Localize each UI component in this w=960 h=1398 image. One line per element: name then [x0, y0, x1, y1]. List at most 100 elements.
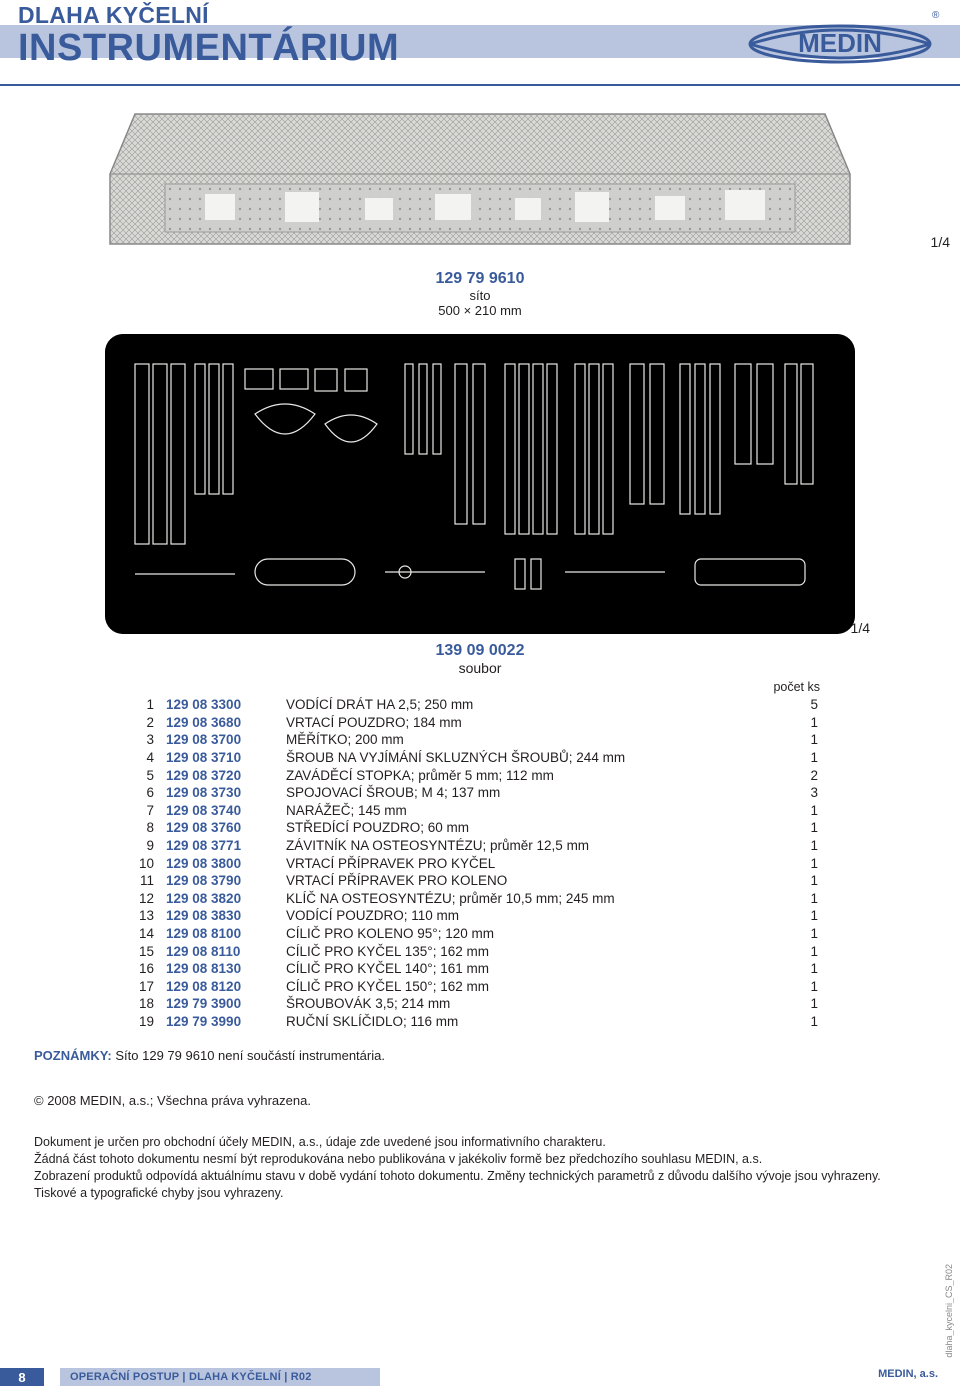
brand-logo: MEDIN ®	[740, 6, 940, 79]
set-label: soubor	[30, 660, 930, 676]
svg-text:®: ®	[932, 10, 940, 21]
page-body: 1/4 129 79 9610 síto 500 × 210 mm	[0, 86, 960, 1202]
table-row: 18129 79 3900ŠROUBOVÁK 3,5; 214 mm1	[130, 995, 830, 1013]
svg-text:MEDIN: MEDIN	[798, 28, 882, 58]
footer-breadcrumb: OPERAČNÍ POSTUP | DLAHA KYČELNÍ | R02	[60, 1368, 380, 1386]
title-line1: DLAHA KYČELNÍ	[18, 2, 399, 29]
row-index: 17	[130, 978, 160, 996]
header-titles: DLAHA KYČELNÍ INSTRUMENTÁRIUM	[18, 2, 399, 70]
row-code: 129 79 3990	[160, 1013, 280, 1031]
row-code: 129 08 3680	[160, 714, 280, 732]
row-desc: ZÁVITNÍK NA OSTEOSYNTÉZU; průměr 12,5 mm	[280, 837, 790, 855]
row-code: 129 08 3800	[160, 854, 280, 872]
row-index: 9	[130, 837, 160, 855]
row-index: 16	[130, 960, 160, 978]
legal-line: Dokument je určen pro obchodní účely MED…	[34, 1134, 926, 1151]
row-index: 1	[130, 696, 160, 714]
row-qty: 1	[790, 1013, 830, 1031]
copyright: © 2008 MEDIN, a.s.; Všechna práva vyhraz…	[30, 1093, 930, 1108]
row-desc: NARÁŽEČ; 145 mm	[280, 802, 790, 820]
table-row: 4129 08 3710ŠROUB NA VYJÍMÁNÍ SKLUZNÝCH …	[130, 749, 830, 767]
row-qty: 1	[790, 837, 830, 855]
table-row: 19129 79 3990RUČNÍ SKLÍČIDLO; 116 mm1	[130, 1013, 830, 1031]
row-qty: 1	[790, 714, 830, 732]
row-index: 12	[130, 890, 160, 908]
row-index: 15	[130, 942, 160, 960]
tray-caption: 129 79 9610 síto 500 × 210 mm	[30, 270, 930, 318]
row-index: 11	[130, 872, 160, 890]
row-qty: 5	[790, 696, 830, 714]
row-qty: 1	[790, 978, 830, 996]
row-qty: 1	[790, 731, 830, 749]
row-index: 18	[130, 995, 160, 1013]
table-row: 3129 08 3700MĚŘÍTKO; 200 mm1	[130, 731, 830, 749]
row-desc: CÍLIČ PRO KOLENO 95°; 120 mm	[280, 925, 790, 943]
parts-table: počet ks 1129 08 3300VODÍCÍ DRÁT HA 2,5;…	[130, 680, 830, 1030]
row-code: 129 08 3730	[160, 784, 280, 802]
row-index: 3	[130, 731, 160, 749]
table-row: 13129 08 3830VODÍCÍ POUZDRO; 110 mm1	[130, 907, 830, 925]
legal-line: Zobrazení produktů odpovídá aktuálnímu s…	[34, 1168, 926, 1185]
row-qty: 1	[790, 819, 830, 837]
table-row: 15129 08 8110CÍLIČ PRO KYČEL 135°; 162 m…	[130, 942, 830, 960]
row-qty: 2	[790, 766, 830, 784]
table-row: 11129 08 3790VRTACÍ PŘÍPRAVEK PRO KOLENO…	[130, 872, 830, 890]
row-index: 4	[130, 749, 160, 767]
row-index: 14	[130, 925, 160, 943]
row-index: 8	[130, 819, 160, 837]
row-desc: SPOJOVACÍ ŠROUB; M 4; 137 mm	[280, 784, 790, 802]
table-row: 12129 08 3820KLÍČ NA OSTEOSYNTÉZU; průmě…	[130, 890, 830, 908]
instrument-layout	[105, 334, 855, 634]
set-code: 139 09 0022	[30, 642, 930, 660]
row-code: 129 79 3900	[160, 995, 280, 1013]
row-code: 129 08 8100	[160, 925, 280, 943]
page-header: DLAHA KYČELNÍ INSTRUMENTÁRIUM MEDIN ®	[0, 0, 960, 86]
row-qty: 1	[790, 960, 830, 978]
row-code: 129 08 3740	[160, 802, 280, 820]
row-code: 129 08 3300	[160, 696, 280, 714]
row-index: 19	[130, 1013, 160, 1031]
table-row: 6129 08 3730SPOJOVACÍ ŠROUB; M 4; 137 mm…	[130, 784, 830, 802]
row-qty: 1	[790, 802, 830, 820]
footer-company: MEDIN, a.s.	[878, 1368, 938, 1380]
row-desc: CÍLIČ PRO KYČEL 135°; 162 mm	[280, 942, 790, 960]
notes-text: Síto 129 79 9610 není součástí instrumen…	[115, 1048, 385, 1063]
layout-scale: 1/4	[851, 620, 870, 636]
page-footer: 8 OPERAČNÍ POSTUP | DLAHA KYČELNÍ | R02 …	[0, 1368, 960, 1388]
row-desc: CÍLIČ PRO KYČEL 150°; 162 mm	[280, 978, 790, 996]
row-desc: KLÍČ NA OSTEOSYNTÉZU; průměr 10,5 mm; 24…	[280, 890, 790, 908]
row-desc: RUČNÍ SKLÍČIDLO; 116 mm	[280, 1013, 790, 1031]
tray-scale: 1/4	[931, 234, 950, 250]
tray-dims: 500 × 210 mm	[30, 303, 930, 318]
table-row: 7129 08 3740NARÁŽEČ; 145 mm1	[130, 802, 830, 820]
tray-code: 129 79 9610	[30, 270, 930, 288]
row-index: 6	[130, 784, 160, 802]
title-line2: INSTRUMENTÁRIUM	[18, 27, 399, 70]
legal-line: Žádná část tohoto dokumentu nesmí být re…	[34, 1151, 926, 1168]
row-index: 5	[130, 766, 160, 784]
row-code: 129 08 8120	[160, 978, 280, 996]
row-desc: VODÍCÍ POUZDRO; 110 mm	[280, 907, 790, 925]
row-index: 13	[130, 907, 160, 925]
qty-header: počet ks	[130, 680, 830, 694]
row-desc: ŠROUBOVÁK 3,5; 214 mm	[280, 995, 790, 1013]
row-code: 129 08 3710	[160, 749, 280, 767]
table-row: 8129 08 3760STŘEDÍCÍ POUZDRO; 60 mm1	[130, 819, 830, 837]
row-qty: 1	[790, 995, 830, 1013]
table-row: 10129 08 3800VRTACÍ PŘÍPRAVEK PRO KYČEL1	[130, 854, 830, 872]
table-row: 1129 08 3300VODÍCÍ DRÁT HA 2,5; 250 mm5	[130, 696, 830, 714]
row-qty: 1	[790, 942, 830, 960]
row-index: 7	[130, 802, 160, 820]
table-row: 16129 08 8130CÍLIČ PRO KYČEL 140°; 161 m…	[130, 960, 830, 978]
row-desc: VODÍCÍ DRÁT HA 2,5; 250 mm	[280, 696, 790, 714]
tray-label: síto	[30, 288, 930, 303]
row-code: 129 08 3760	[160, 819, 280, 837]
row-index: 10	[130, 854, 160, 872]
notes-label: POZNÁMKY:	[34, 1048, 112, 1063]
row-code: 129 08 8110	[160, 942, 280, 960]
table-row: 14129 08 8100CÍLIČ PRO KOLENO 95°; 120 m…	[130, 925, 830, 943]
row-qty: 1	[790, 907, 830, 925]
row-desc: ZAVÁDĚCÍ STOPKA; průměr 5 mm; 112 mm	[280, 766, 790, 784]
row-desc: CÍLIČ PRO KYČEL 140°; 161 mm	[280, 960, 790, 978]
footer-page-number: 8	[0, 1368, 44, 1386]
